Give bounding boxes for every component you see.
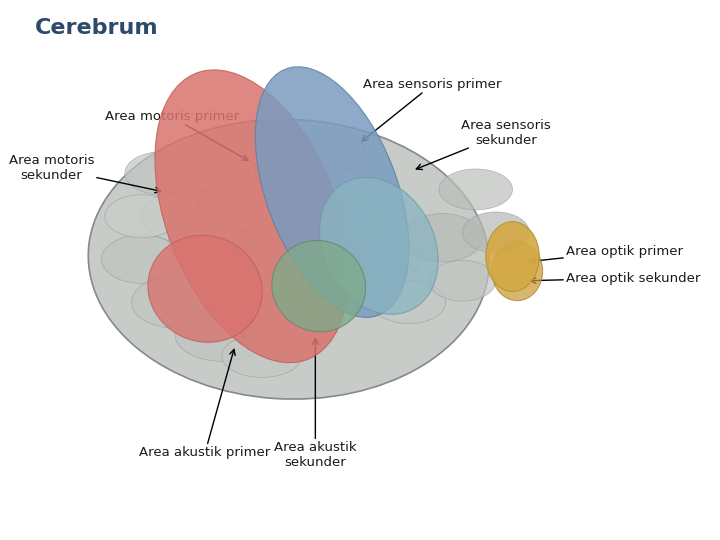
- Ellipse shape: [372, 281, 446, 323]
- Ellipse shape: [155, 70, 348, 363]
- Text: Area akustik
sekunder: Area akustik sekunder: [274, 339, 356, 469]
- Ellipse shape: [168, 219, 248, 267]
- Ellipse shape: [105, 195, 179, 238]
- Text: Area motoris primer: Area motoris primer: [104, 110, 248, 160]
- Text: Area optik primer: Area optik primer: [530, 245, 683, 264]
- Ellipse shape: [439, 169, 513, 210]
- Text: Area sensoris
sekunder: Area sensoris sekunder: [416, 119, 551, 170]
- Ellipse shape: [102, 235, 181, 284]
- Ellipse shape: [222, 334, 302, 377]
- Ellipse shape: [462, 212, 529, 253]
- Ellipse shape: [492, 241, 543, 301]
- Ellipse shape: [429, 260, 496, 301]
- Ellipse shape: [255, 149, 336, 198]
- Ellipse shape: [402, 214, 482, 262]
- Ellipse shape: [132, 276, 218, 328]
- Ellipse shape: [486, 221, 539, 292]
- Ellipse shape: [332, 235, 419, 284]
- Ellipse shape: [175, 308, 269, 361]
- Ellipse shape: [272, 240, 366, 332]
- Text: Area motoris
sekunder: Area motoris sekunder: [9, 154, 161, 193]
- Text: Cerebrum: Cerebrum: [35, 17, 158, 37]
- Ellipse shape: [142, 190, 235, 243]
- Ellipse shape: [256, 67, 409, 318]
- Ellipse shape: [320, 177, 438, 314]
- Ellipse shape: [148, 235, 262, 342]
- Ellipse shape: [302, 195, 382, 238]
- Ellipse shape: [199, 180, 285, 231]
- Text: Area sensoris primer: Area sensoris primer: [362, 78, 502, 141]
- Ellipse shape: [89, 119, 489, 399]
- Ellipse shape: [292, 130, 366, 173]
- Text: Area optik sekunder: Area optik sekunder: [530, 272, 701, 285]
- Text: Area akustik primer: Area akustik primer: [140, 349, 271, 459]
- Ellipse shape: [125, 152, 199, 195]
